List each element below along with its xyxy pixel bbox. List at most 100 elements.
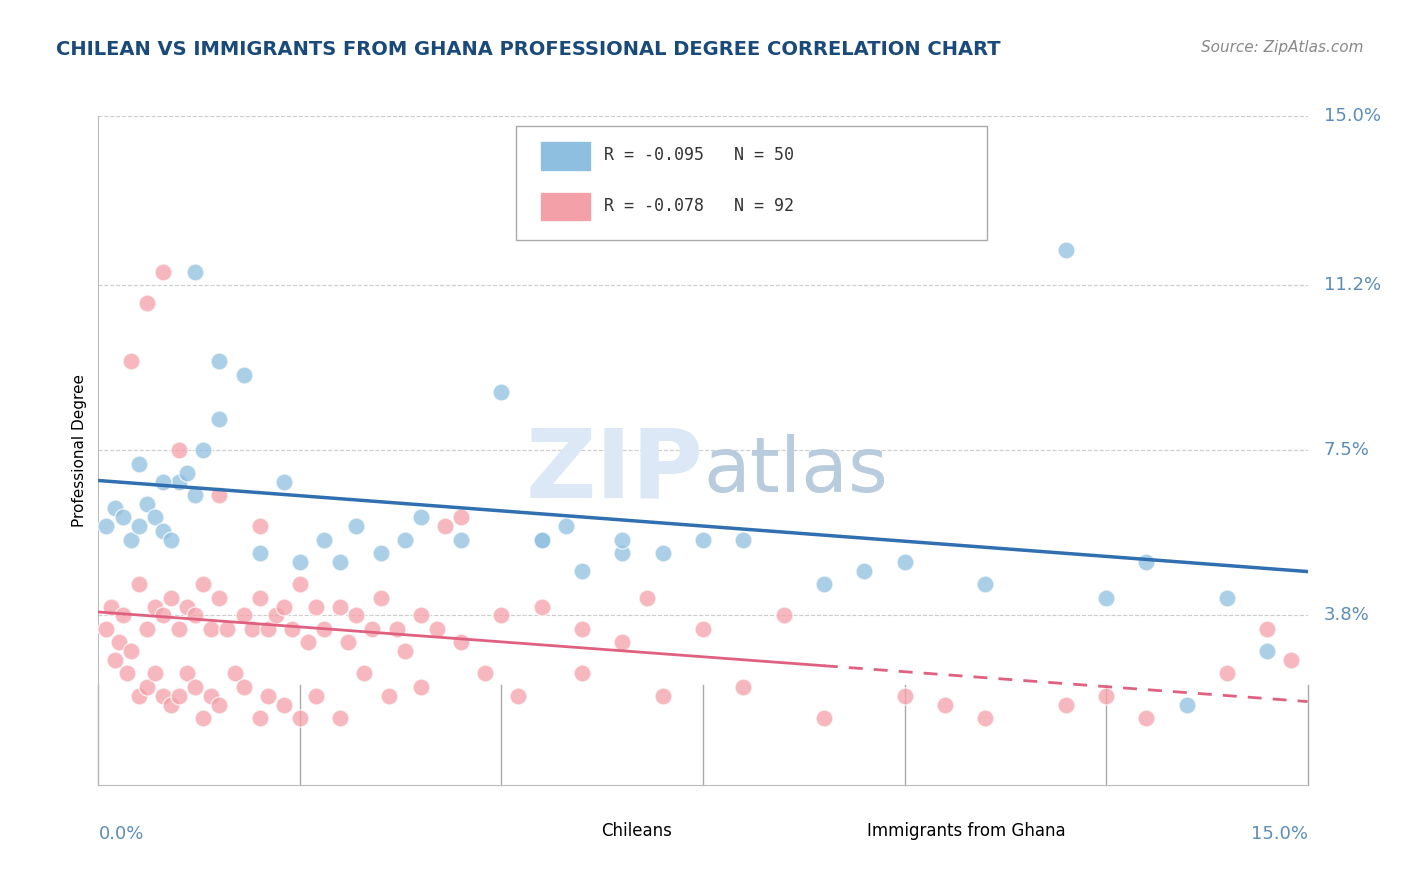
Point xyxy=(974,711,997,725)
Point xyxy=(128,689,150,703)
Point xyxy=(152,608,174,623)
Y-axis label: Professional Degree: Professional Degree xyxy=(72,374,87,527)
Point xyxy=(135,497,157,511)
Point xyxy=(434,519,457,533)
Point xyxy=(344,519,367,533)
Point xyxy=(426,622,449,636)
Point xyxy=(120,533,142,547)
Point xyxy=(450,510,472,524)
Point xyxy=(370,546,392,560)
Point xyxy=(249,519,271,533)
Text: 11.2%: 11.2% xyxy=(1323,277,1381,294)
Point xyxy=(273,475,295,489)
Point xyxy=(571,622,593,636)
Point xyxy=(297,635,319,649)
Text: atlas: atlas xyxy=(703,434,887,508)
Point xyxy=(329,711,352,725)
Point xyxy=(193,443,215,458)
Point xyxy=(813,577,835,591)
Text: Chileans: Chileans xyxy=(602,822,672,840)
Point xyxy=(96,519,118,533)
Point xyxy=(893,689,915,703)
Point xyxy=(152,265,174,279)
Point xyxy=(256,622,278,636)
Point xyxy=(1095,591,1118,605)
Point xyxy=(305,599,328,614)
Point xyxy=(111,510,134,524)
Point xyxy=(160,591,183,605)
Point xyxy=(167,689,190,703)
Text: 15.0%: 15.0% xyxy=(1250,825,1308,843)
Point xyxy=(329,599,352,614)
Point xyxy=(135,680,157,694)
Point xyxy=(530,533,553,547)
Point xyxy=(853,564,876,578)
Point xyxy=(394,533,416,547)
Text: 7.5%: 7.5% xyxy=(1323,442,1369,459)
Point xyxy=(636,591,658,605)
Text: R = -0.095   N = 50: R = -0.095 N = 50 xyxy=(603,146,794,164)
Point xyxy=(733,680,755,694)
Point xyxy=(208,698,231,712)
Point xyxy=(249,711,271,725)
Point xyxy=(232,368,254,382)
FancyBboxPatch shape xyxy=(558,819,589,844)
Point xyxy=(167,622,190,636)
Point xyxy=(184,608,207,623)
Point xyxy=(232,680,254,694)
Point xyxy=(314,533,336,547)
FancyBboxPatch shape xyxy=(540,192,591,221)
Point xyxy=(733,533,755,547)
Point xyxy=(143,666,166,681)
Point xyxy=(288,577,311,591)
Text: CHILEAN VS IMMIGRANTS FROM GHANA PROFESSIONAL DEGREE CORRELATION CHART: CHILEAN VS IMMIGRANTS FROM GHANA PROFESS… xyxy=(56,40,1001,59)
Text: Immigrants from Ghana: Immigrants from Ghana xyxy=(868,822,1066,840)
Point xyxy=(1095,689,1118,703)
Point xyxy=(361,622,384,636)
Point xyxy=(128,457,150,471)
Point xyxy=(249,591,271,605)
Point xyxy=(571,564,593,578)
Point xyxy=(474,666,496,681)
Point xyxy=(1135,555,1157,569)
Point xyxy=(1054,243,1077,257)
Point xyxy=(152,689,174,703)
Point xyxy=(143,510,166,524)
Point xyxy=(612,635,634,649)
Point xyxy=(240,622,263,636)
Point xyxy=(200,689,222,703)
Point xyxy=(530,599,553,614)
Point xyxy=(409,510,432,524)
Point xyxy=(692,533,714,547)
Point xyxy=(152,524,174,538)
Text: 3.8%: 3.8% xyxy=(1323,607,1369,624)
Point xyxy=(612,533,634,547)
Point xyxy=(176,599,198,614)
Point xyxy=(370,591,392,605)
Point xyxy=(377,689,399,703)
Text: R = -0.078   N = 92: R = -0.078 N = 92 xyxy=(603,196,794,215)
Point xyxy=(772,153,794,168)
Point xyxy=(103,653,125,667)
Point xyxy=(394,644,416,658)
Point xyxy=(450,533,472,547)
Point xyxy=(128,577,150,591)
Point xyxy=(288,555,311,569)
Point xyxy=(1256,622,1278,636)
Point xyxy=(115,666,138,681)
Point xyxy=(1256,644,1278,658)
Point xyxy=(152,475,174,489)
Point xyxy=(107,635,129,649)
Point xyxy=(217,622,239,636)
Point xyxy=(555,519,578,533)
Point xyxy=(281,622,304,636)
Point xyxy=(344,608,367,623)
Point xyxy=(288,711,311,725)
Text: Source: ZipAtlas.com: Source: ZipAtlas.com xyxy=(1201,40,1364,55)
Point xyxy=(1281,653,1303,667)
Point xyxy=(612,546,634,560)
Point xyxy=(111,608,134,623)
Point xyxy=(224,666,246,681)
Point xyxy=(974,577,997,591)
Point xyxy=(450,635,472,649)
